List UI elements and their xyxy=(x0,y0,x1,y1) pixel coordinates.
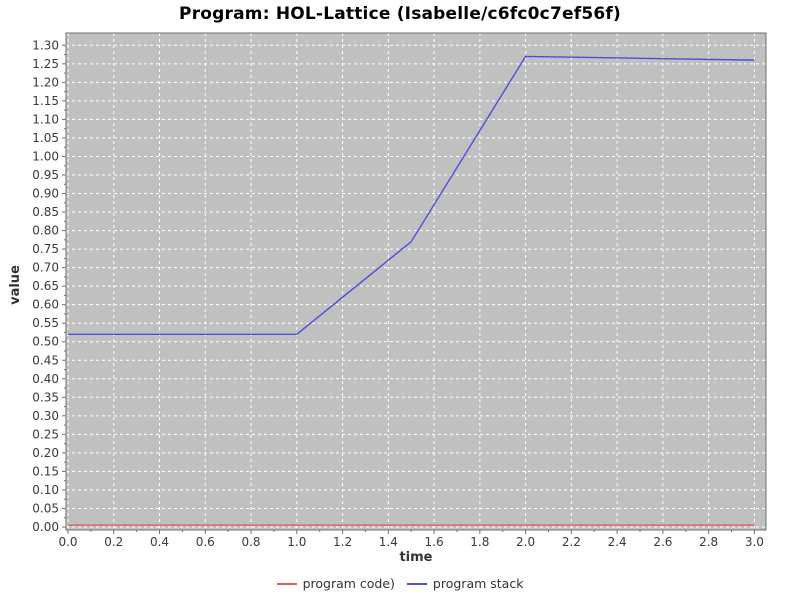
x-tick-label: 0.4 xyxy=(150,535,169,549)
y-tick-label: 1.00 xyxy=(32,149,59,163)
series-line-program-stack xyxy=(68,55,755,336)
x-tick-label: 1.6 xyxy=(425,535,444,549)
y-tick-label: 1.25 xyxy=(32,57,59,71)
y-tick-label: 0.55 xyxy=(32,316,59,330)
y-tick-label: 0.20 xyxy=(32,446,59,460)
y-tick-label: 0.35 xyxy=(32,390,59,404)
y-tick-label: 1.20 xyxy=(32,75,59,89)
x-axis-label: time xyxy=(399,550,433,565)
x-tick-label: 2.4 xyxy=(608,535,627,549)
y-axis-label: value xyxy=(8,265,23,305)
y-tick-label: 0.85 xyxy=(32,205,59,219)
y-tick-label: 0.95 xyxy=(32,168,59,182)
legend-item-program-stack: program stack xyxy=(406,576,524,591)
x-tick-label: 0.0 xyxy=(58,535,77,549)
legend-item-program-code: program code) xyxy=(276,576,395,591)
y-tick-label: 0.40 xyxy=(32,372,59,386)
x-tick-label: 2.8 xyxy=(699,535,718,549)
y-tick-label: 0.90 xyxy=(32,187,59,201)
y-tick-label: 0.65 xyxy=(32,279,59,293)
legend-line-marker-blue xyxy=(406,582,427,585)
plot-background xyxy=(66,33,766,530)
x-tick-label: 1.8 xyxy=(470,535,489,549)
x-tick-label: 2.0 xyxy=(516,535,535,549)
x-tick-label: 0.8 xyxy=(241,535,260,549)
y-tick-label: 0.00 xyxy=(32,520,59,534)
chart-title: Program: HOL-Lattice (Isabelle/c6fc0c7ef… xyxy=(179,4,621,24)
x-tick-label: 2.2 xyxy=(562,535,581,549)
y-tick-label: 0.05 xyxy=(32,501,59,515)
x-tick-label: 3.0 xyxy=(745,535,764,549)
y-tick-label: 1.05 xyxy=(32,131,59,145)
x-tick-label: 2.6 xyxy=(653,535,672,549)
x-tick-label: 0.2 xyxy=(104,535,123,549)
legend: program code) program stack xyxy=(0,576,800,591)
legend-line-marker-red xyxy=(276,582,297,585)
x-tick-label: 1.4 xyxy=(379,535,398,549)
y-tick-label: 0.60 xyxy=(32,298,59,312)
y-tick-label: 0.50 xyxy=(32,335,59,349)
legend-item-label: program stack xyxy=(432,576,524,591)
y-tick-label: 1.15 xyxy=(32,94,59,108)
y-tick-label: 0.25 xyxy=(32,427,59,441)
y-tick-label: 0.30 xyxy=(32,409,59,423)
y-tick-label: 0.15 xyxy=(32,464,59,478)
x-tick-label: 1.2 xyxy=(333,535,352,549)
y-tick-label: 0.80 xyxy=(32,224,59,238)
plot-frame xyxy=(65,32,767,531)
y-tick-label: 1.10 xyxy=(32,112,59,126)
x-tick-label: 1.0 xyxy=(287,535,306,549)
y-tick-label: 0.75 xyxy=(32,242,59,256)
x-tick-label: 0.6 xyxy=(196,535,215,549)
legend-item-label: program code) xyxy=(302,576,395,591)
y-tick-label: 0.45 xyxy=(32,353,59,367)
y-tick-label: 1.30 xyxy=(32,38,59,52)
y-tick-label: 0.10 xyxy=(32,483,59,497)
y-tick-label: 0.70 xyxy=(32,261,59,275)
